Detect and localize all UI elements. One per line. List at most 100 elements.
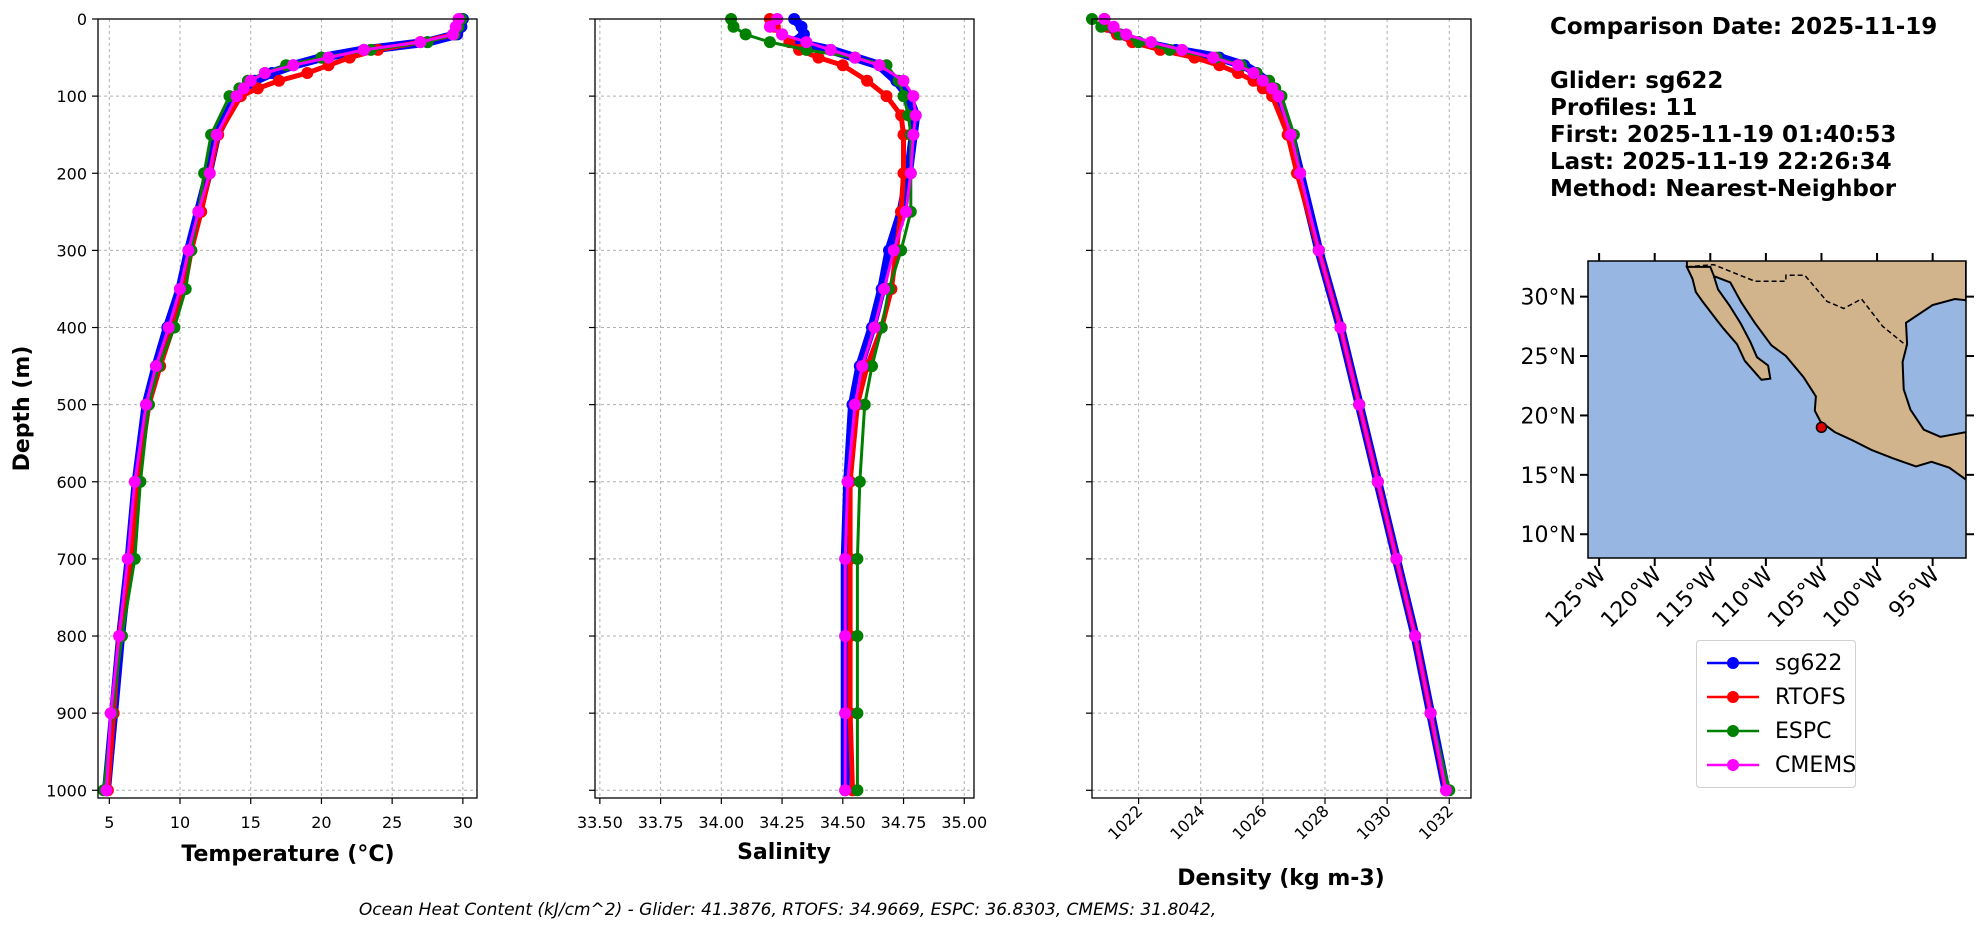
ocean-heat-content-note: Ocean Heat Content (kJ/cm^2) - Glider: 4…	[358, 900, 1217, 920]
data-point	[763, 20, 776, 33]
data-point	[1232, 59, 1244, 72]
data-point	[113, 630, 126, 642]
x-axis-label: Salinity	[737, 840, 831, 865]
data-point	[1247, 67, 1260, 79]
x-tick-label: 30	[453, 813, 473, 832]
legend: sg622 RTOFS ESPC CMEMS	[1696, 640, 1856, 788]
x-tick-label: 1026	[1228, 801, 1270, 843]
data-point	[739, 28, 752, 41]
y-tick-label: 500	[56, 396, 87, 415]
legend-item-rtofs: RTOFS	[1705, 682, 1855, 712]
x-tick-label: 20	[311, 813, 331, 832]
data-point	[1145, 36, 1157, 49]
x-tick-label: 34.50	[820, 813, 866, 832]
data-point	[849, 51, 861, 64]
x-tick-label: 25	[382, 813, 402, 832]
map-land-mainland	[1685, 261, 1966, 481]
data-point	[1353, 398, 1366, 411]
data-point	[1272, 90, 1285, 103]
y-axis-label: Depth (m)	[10, 346, 35, 472]
data-point	[1120, 28, 1133, 41]
legend-item-espc: ESPC	[1705, 716, 1855, 746]
lon-label: 100°W	[1819, 562, 1890, 633]
data-point	[1440, 784, 1453, 797]
data-point	[858, 398, 871, 411]
y-tick-label: 100	[56, 87, 87, 106]
data-point	[414, 36, 427, 49]
x-tick-label: 15	[241, 813, 261, 832]
data-point	[851, 552, 864, 565]
lon-label: 115°W	[1652, 562, 1723, 633]
data-point	[182, 244, 195, 257]
series-cmems	[763, 13, 922, 797]
legend-item-sg622: sg622	[1705, 648, 1855, 678]
x-tick-label: 33.75	[638, 813, 684, 832]
series-cmems	[100, 13, 465, 797]
data-point	[104, 707, 117, 720]
data-point	[1176, 43, 1189, 56]
map-border	[1686, 263, 1907, 346]
y-tick-label: 700	[56, 550, 87, 569]
x-axis-label: Temperature (°C)	[181, 842, 394, 867]
map-frame	[1587, 260, 1967, 559]
series-line	[102, 18, 463, 791]
data-point	[800, 36, 813, 49]
profile-panel-1: 0 100 200 300 400 500 600 700 800 900 1000 5 10 15 20 2…	[10, 10, 478, 867]
x-axis-label: Density (kg m-3)	[1177, 866, 1385, 891]
lat-label: 30°N	[1521, 286, 1576, 311]
data-point	[763, 36, 776, 49]
x-tick-label: 1032	[1415, 801, 1457, 843]
data-point	[258, 67, 271, 79]
data-point	[880, 90, 893, 103]
data-point	[244, 74, 257, 87]
profile-panel-2: 33.50 33.75 34.00 34.25 34.50 34.75 35.00 Salin…	[577, 13, 987, 865]
glider-position-marker	[1815, 421, 1828, 434]
data-point	[192, 205, 205, 218]
map-land-baja	[1685, 265, 1772, 381]
legend-label: RTOFS	[1775, 685, 1846, 710]
data-point	[851, 707, 864, 720]
y-tick-label: 800	[56, 627, 87, 646]
data-point	[868, 321, 881, 334]
data-point	[1371, 475, 1384, 488]
data-point	[907, 90, 920, 103]
legend-label: sg622	[1775, 651, 1843, 676]
y-tick-label: 1000	[46, 781, 87, 800]
lon-label: 105°W	[1763, 562, 1834, 633]
data-point	[251, 82, 264, 95]
data-point	[322, 51, 335, 64]
data-point	[1409, 630, 1422, 642]
data-point	[357, 43, 370, 56]
data-point	[273, 74, 285, 87]
y-tick-label: 400	[56, 319, 87, 338]
series-cmems	[1098, 13, 1453, 797]
data-point	[851, 630, 864, 642]
map-panel: 30°N 25°N 20°N 15°N 10°N 125°W120°W115°W110°W…	[1521, 253, 1974, 633]
glider-name: Glider: sg622	[1550, 68, 1724, 94]
data-point	[824, 43, 837, 56]
data-point	[140, 398, 153, 411]
data-point	[839, 784, 852, 797]
data-point	[128, 475, 141, 488]
data-point	[150, 360, 162, 373]
data-point	[727, 20, 740, 33]
series-line	[105, 18, 461, 791]
data-point	[776, 28, 789, 41]
lat-label: 20°N	[1521, 404, 1576, 429]
data-point	[856, 360, 869, 373]
legend-label: ESPC	[1775, 719, 1832, 744]
x-tick-label: 1028	[1291, 801, 1333, 843]
last-time: Last: 2025-11-19 22:26:34	[1550, 149, 1892, 175]
data-point	[853, 475, 866, 488]
data-point	[839, 552, 852, 565]
y-tick-label: 600	[56, 473, 87, 492]
data-point	[849, 398, 861, 411]
lat-label: 10°N	[1521, 523, 1576, 548]
data-point	[100, 784, 113, 797]
axes-frame	[97, 18, 478, 799]
x-tick-label: 34.75	[881, 813, 927, 832]
y-tick-label: 0	[77, 10, 87, 29]
data-point	[839, 630, 852, 642]
data-point	[237, 82, 250, 95]
axes-frame	[1091, 18, 1472, 799]
